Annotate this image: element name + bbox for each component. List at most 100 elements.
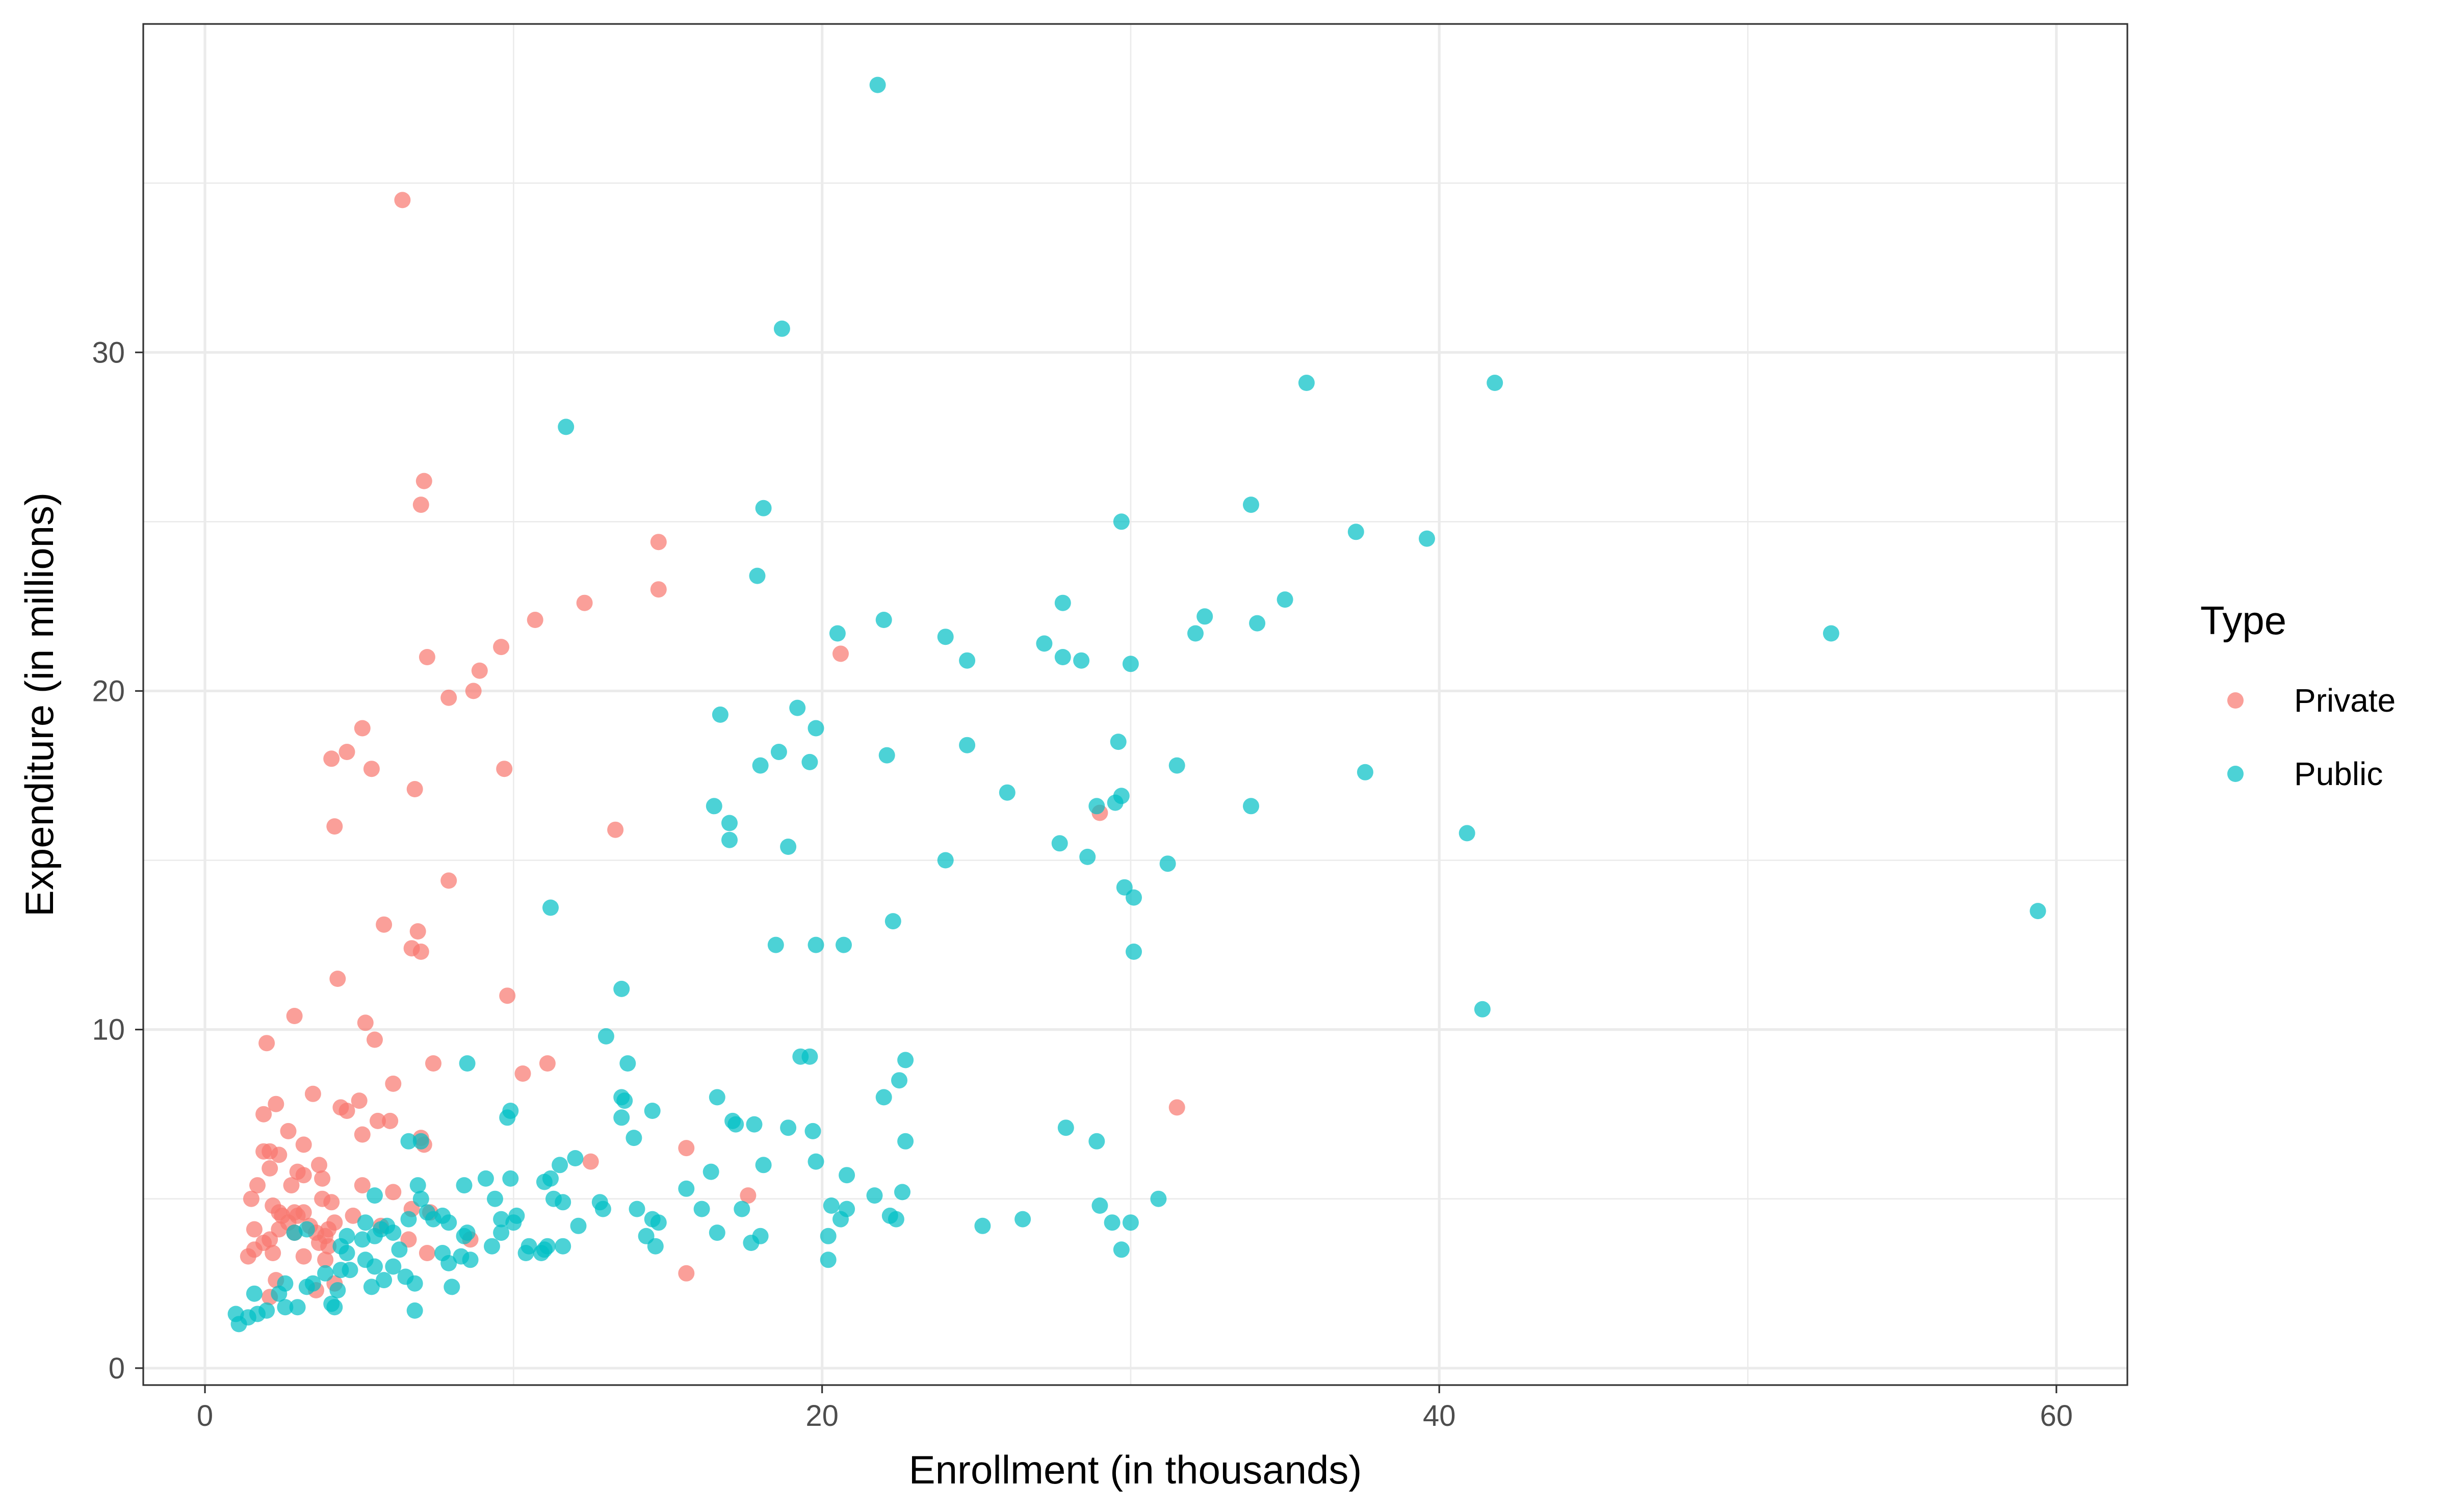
data-point-public: [801, 753, 818, 770]
x-tick-label: 20: [805, 1399, 839, 1432]
data-point-private: [539, 1055, 556, 1072]
data-point-private: [283, 1177, 300, 1194]
data-point-private: [406, 781, 423, 797]
data-point-public: [567, 1150, 584, 1166]
x-axis-title: Enrollment (in thousands): [909, 1447, 1362, 1492]
data-point-public: [619, 1055, 636, 1072]
data-point-public: [298, 1221, 315, 1238]
data-point-public: [884, 913, 901, 930]
data-point-public: [999, 784, 1016, 801]
data-point-public: [1091, 1197, 1108, 1214]
data-point-public: [897, 1052, 914, 1068]
data-point-private: [351, 1092, 368, 1109]
data-point-public: [832, 1211, 849, 1228]
data-point-private: [582, 1153, 599, 1170]
data-point-public: [286, 1224, 303, 1241]
y-tick-label: 20: [92, 674, 125, 708]
data-point-public: [329, 1282, 346, 1298]
data-point-public: [459, 1055, 476, 1072]
data-point-public: [1088, 798, 1105, 815]
data-point-public: [594, 1201, 611, 1217]
data-point-public: [462, 1252, 479, 1268]
data-point-public: [647, 1238, 664, 1255]
data-point-public: [801, 1048, 818, 1065]
data-point-private: [678, 1140, 695, 1157]
data-point-public: [869, 76, 886, 93]
data-point-public: [412, 1190, 429, 1207]
data-point-private: [385, 1184, 402, 1201]
data-point-private: [339, 744, 355, 760]
data-point-public: [1419, 530, 1435, 547]
data-point-public: [1347, 524, 1364, 540]
data-point-public: [836, 936, 852, 953]
data-point-private: [650, 534, 667, 551]
data-point-public: [1113, 513, 1130, 530]
data-point-public: [780, 1119, 797, 1136]
data-point-private: [607, 821, 624, 838]
data-point-public: [1051, 835, 1068, 852]
data-point-public: [406, 1275, 423, 1292]
data-point-private: [295, 1248, 312, 1265]
legend-key-private: [2227, 692, 2244, 709]
data-point-public: [1079, 848, 1096, 865]
data-point-public: [1487, 375, 1503, 391]
data-point-private: [268, 1096, 284, 1112]
data-point-public: [829, 625, 846, 642]
series-private: [240, 192, 1185, 1306]
data-point-public: [1126, 943, 1142, 960]
data-point-public: [755, 1157, 772, 1174]
data-point-public: [727, 1116, 744, 1133]
data-point-private: [240, 1248, 256, 1265]
data-point-public: [289, 1299, 306, 1316]
minor-gridlines: [143, 24, 2127, 1385]
data-point-private: [345, 1207, 361, 1224]
data-point-private: [419, 1245, 435, 1261]
data-point-private: [363, 761, 380, 777]
data-point-public: [440, 1255, 457, 1271]
data-point-private: [262, 1160, 278, 1177]
data-point-public: [1298, 375, 1315, 391]
data-point-public: [499, 1109, 516, 1126]
data-point-public: [1243, 497, 1259, 513]
data-point-public: [1159, 855, 1176, 872]
data-point-private: [255, 1143, 272, 1160]
data-point-public: [1014, 1211, 1031, 1228]
data-point-public: [1357, 764, 1373, 780]
data-point-public: [1196, 608, 1213, 625]
data-point-private: [394, 192, 411, 208]
data-point-private: [382, 1112, 399, 1129]
data-point-private: [357, 1014, 374, 1031]
data-point-public: [1073, 652, 1090, 669]
data-point-public: [505, 1214, 522, 1231]
data-point-public: [866, 1187, 883, 1204]
data-point-public: [1126, 889, 1142, 906]
data-point-private: [576, 594, 593, 611]
data-point-private: [415, 473, 432, 489]
data-point-public: [755, 500, 772, 516]
data-point-public: [555, 1194, 571, 1211]
data-point-private: [323, 1194, 340, 1211]
data-point-public: [317, 1265, 334, 1282]
data-point-public: [558, 419, 575, 435]
data-point-public: [444, 1279, 460, 1295]
data-point-public: [1122, 656, 1139, 672]
data-point-public: [1277, 591, 1293, 608]
data-point-private: [295, 1204, 312, 1221]
data-point-public: [773, 320, 790, 337]
data-point-public: [804, 1123, 821, 1139]
data-point-public: [721, 815, 738, 831]
data-point-public: [629, 1201, 645, 1217]
data-point-private: [425, 1055, 441, 1072]
data-point-public: [1057, 1119, 1074, 1136]
data-point-public: [425, 1211, 441, 1228]
data-point-public: [878, 747, 895, 764]
data-point-private: [440, 872, 457, 889]
data-point-public: [477, 1170, 494, 1187]
data-point-public: [542, 899, 559, 916]
legend-key-public: [2227, 766, 2244, 782]
data-point-private: [295, 1167, 312, 1184]
data-point-public: [2029, 903, 2046, 920]
legend-label-private: Private: [2294, 682, 2396, 719]
data-point-public: [367, 1187, 383, 1204]
